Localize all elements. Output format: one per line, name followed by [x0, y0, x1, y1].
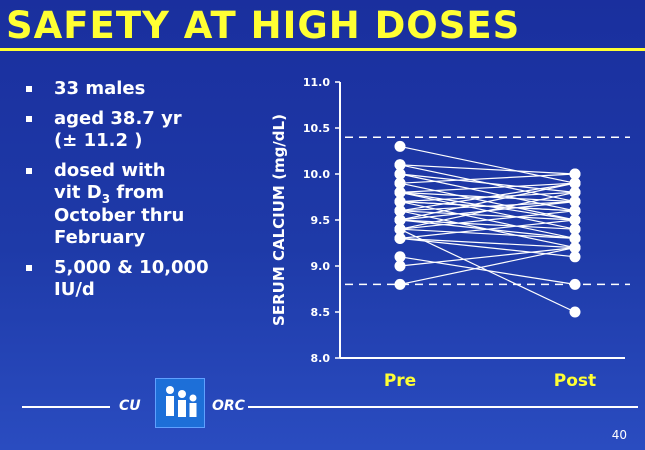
- subscript: 3: [101, 192, 111, 206]
- subject-line: [399, 247, 576, 285]
- y-tick-label: 9.0: [311, 260, 331, 273]
- pre-point: [394, 196, 406, 208]
- subject-line: [399, 145, 576, 184]
- subject-line: [399, 182, 576, 193]
- y-tick-label: 8.5: [311, 306, 331, 319]
- y-tick-label: 9.5: [311, 214, 331, 227]
- subject-line: [399, 210, 576, 221]
- pre-point: [394, 186, 406, 198]
- pre-point: [394, 214, 406, 226]
- bullet-text: aged 38.7 yr: [54, 108, 182, 129]
- footer-line-left: [22, 406, 110, 408]
- post-point: [569, 168, 581, 180]
- bullet-text: 5,000 & 10,000: [54, 257, 209, 278]
- pre-point: [394, 232, 406, 244]
- bullet-text: IU/d: [54, 279, 95, 300]
- y-tick-label: 11.0: [303, 76, 330, 89]
- bullet-item: aged 38.7 yr (± 11.2 ): [26, 108, 261, 152]
- pre-point: [394, 278, 406, 290]
- pre-point: [394, 177, 406, 189]
- subject-line: [399, 173, 576, 193]
- bullet-item: 33 males: [26, 78, 261, 100]
- y-tick-label: 10.0: [303, 168, 330, 181]
- post-point: [569, 242, 581, 254]
- bullet-text: vit D: [54, 182, 102, 203]
- subject-line: [399, 201, 576, 212]
- subject-line: [399, 182, 576, 212]
- bullet-square-icon: [26, 86, 32, 92]
- post-point: [569, 223, 581, 235]
- bullet-list: 33 males aged 38.7 yr (± 11.2 ) dosed wi…: [26, 78, 261, 309]
- bullet-text: February: [54, 227, 146, 248]
- bullet-square-icon: [26, 265, 32, 271]
- subject-line: [399, 228, 576, 239]
- logo: [155, 378, 205, 428]
- post-point: [569, 278, 581, 290]
- pre-point: [394, 159, 406, 171]
- title-underline: [0, 48, 645, 51]
- pre-point: [394, 260, 406, 272]
- y-tick-label: 8.0: [311, 352, 331, 365]
- subject-line: [399, 173, 576, 212]
- footer-right-label: ORC: [212, 398, 245, 414]
- pre-point: [394, 251, 406, 263]
- subject-line: [399, 210, 576, 230]
- post-point: [569, 214, 581, 226]
- x-category-label: Post: [554, 371, 596, 391]
- pre-point: [394, 205, 406, 217]
- y-axis-label: SERUM CALCIUM (mg/dL): [270, 114, 288, 326]
- bullet-item: 5,000 & 10,000 IU/d: [26, 257, 261, 301]
- post-point: [569, 196, 581, 208]
- people-logo-icon: [166, 386, 197, 417]
- post-point: [569, 232, 581, 244]
- subject-line: [399, 228, 576, 313]
- pre-point: [394, 223, 406, 235]
- bullet-square-icon: [26, 116, 32, 122]
- post-point: [569, 205, 581, 217]
- serum-calcium-chart: 8.0 8.5 9.0 9.5 10.0 10.5 11.0 SERUM CALCIUM (m…: [270, 76, 630, 391]
- slide-title: SAFETY AT HIGH DOSES: [6, 4, 521, 47]
- page-number: 40: [611, 428, 627, 442]
- pre-point: [394, 140, 406, 152]
- subject-line: [399, 237, 576, 249]
- post-point: [569, 186, 581, 198]
- post-point: [569, 177, 581, 189]
- post-point: [569, 251, 581, 263]
- bullet-square-icon: [26, 168, 32, 174]
- bullet-item: dosed with vit D3 from October thru Febr…: [26, 160, 261, 249]
- footer-line-right: [248, 406, 638, 408]
- subject-line: [399, 219, 576, 230]
- subject-line: [399, 182, 576, 221]
- pre-point: [394, 168, 406, 180]
- x-category-label: Pre: [384, 371, 416, 391]
- subject-line: [399, 173, 576, 184]
- post-point: [569, 306, 581, 318]
- footer-left-label: CU: [119, 398, 141, 414]
- bullet-text: dosed with: [54, 160, 166, 181]
- bullet-text: 33 males: [54, 78, 146, 99]
- subject-line: [399, 164, 576, 175]
- bullet-text: from: [110, 182, 165, 203]
- bullet-text: (± 11.2 ): [54, 130, 143, 151]
- subject-line: [399, 247, 576, 267]
- y-tick-label: 10.5: [303, 122, 330, 135]
- subject-line: [399, 219, 576, 239]
- bullet-text: October thru: [54, 205, 185, 226]
